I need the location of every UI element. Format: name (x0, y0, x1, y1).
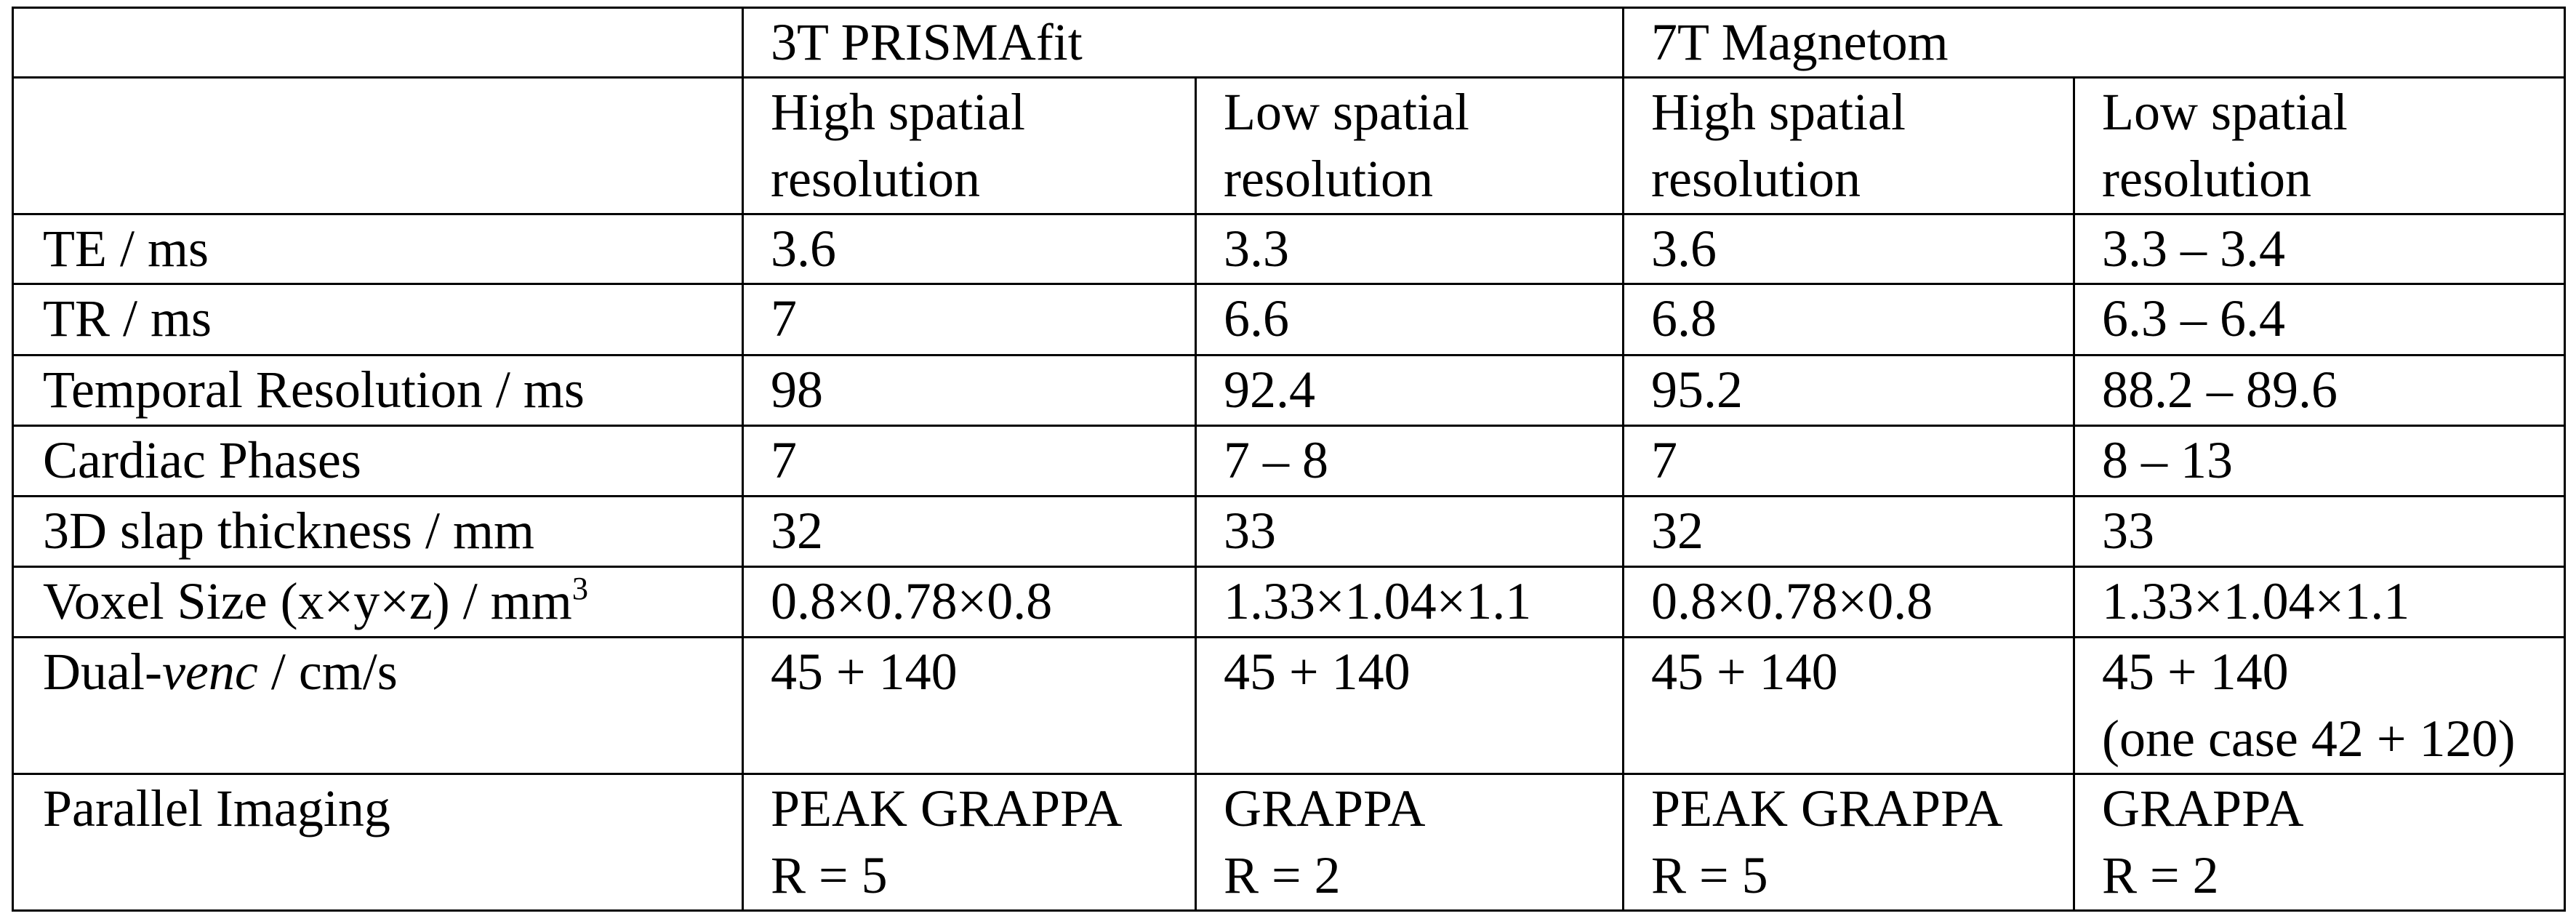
cell-line: R = 5 (771, 845, 888, 904)
parameters-table: 3T PRISMAfit 7T Magnetom High spatial re… (12, 7, 2567, 912)
cell-line: R = 2 (2102, 845, 2219, 904)
table-row: Dual-venc / cm/s 45 + 140 45 + 140 45 + … (12, 635, 2567, 775)
cell-line: GRAPPA (2102, 779, 2304, 837)
table-cell: 7 (742, 425, 1197, 497)
cell-line: (one case 42 + 120) (2102, 709, 2516, 768)
protocol-header-row: High spatial resolution Low spatial reso… (12, 76, 2567, 215)
table-cell: 98 (742, 353, 1197, 427)
row-label-text: Dual- (43, 642, 162, 701)
table-cell: 6.8 (1622, 283, 2076, 356)
table-cell: 32 (1622, 494, 2076, 569)
table-cell: GRAPPA R = 2 (2073, 772, 2567, 912)
table-cell: 3.6 (1622, 212, 2076, 286)
scanner-header-cell: 3T PRISMAfit (741, 7, 1625, 79)
table-row: Parallel Imaging PEAK GRAPPA R = 5 GRAPP… (12, 772, 2567, 912)
protocol-header-cell: High spatial resolution (742, 76, 1197, 215)
table-cell: 45 + 140 (1194, 635, 1625, 775)
table-cell: 0.8×0.78×0.8 (1622, 566, 2076, 638)
cell-line: R = 5 (1651, 845, 1768, 904)
table-cell: 45 + 140 (1622, 635, 2076, 775)
table-cell: 95.2 (1622, 353, 2076, 427)
table-row: TR / ms 7 6.6 6.8 6.3 – 6.4 (12, 283, 2567, 356)
table-row: 3D slap thickness / mm 32 33 32 33 (12, 494, 2567, 569)
table-row: Temporal Resolution / ms 98 92.4 95.2 88… (12, 353, 2567, 427)
table-cell: 8 – 13 (2073, 425, 2567, 497)
superscript: 3 (571, 570, 589, 607)
table-cell: 6.3 – 6.4 (2073, 283, 2567, 356)
table-cell: PEAK GRAPPA R = 5 (742, 772, 1197, 912)
table-cell: 33 (2073, 494, 2567, 569)
scanner-header-cell: 7T Magnetom (1622, 7, 2567, 79)
cell-line: R = 2 (1224, 845, 1341, 904)
cell-line: 45 + 140 (2102, 642, 2289, 701)
table-cell: 45 + 140 (one case 42 + 120) (2073, 635, 2567, 775)
table-cell: GRAPPA R = 2 (1194, 772, 1625, 912)
protocol-header-line: resolution (2102, 149, 2311, 208)
row-label: 3D slap thickness / mm (12, 494, 744, 569)
row-label: Cardiac Phases (12, 425, 744, 497)
table-cell: 1.33×1.04×1.1 (1194, 566, 1625, 638)
row-label: Dual-venc / cm/s (12, 635, 744, 775)
table-cell: 1.33×1.04×1.1 (2073, 566, 2567, 638)
protocol-header-line: resolution (1224, 149, 1433, 208)
row-label: TR / ms (12, 283, 744, 356)
row-label: TE / ms (12, 212, 744, 286)
table-cell: 88.2 – 89.6 (2073, 353, 2567, 427)
table-cell: 3.6 (742, 212, 1197, 286)
cell-line: PEAK GRAPPA (771, 779, 1123, 837)
protocol-header-line: resolution (771, 149, 980, 208)
row-label-text: Voxel Size (x×y×z) / mm (43, 572, 572, 631)
row-label-italic: venc (161, 642, 258, 701)
table-row: Cardiac Phases 7 7 – 8 7 8 – 13 (12, 425, 2567, 497)
table-cell: 32 (742, 494, 1197, 569)
corner-cell (12, 7, 744, 79)
scanner-header-row: 3T PRISMAfit 7T Magnetom (12, 7, 2567, 79)
table-cell: 3.3 – 3.4 (2073, 212, 2567, 286)
row-label: Parallel Imaging (12, 772, 744, 912)
table-cell: 92.4 (1194, 353, 1625, 427)
table-cell: 3.3 (1194, 212, 1625, 286)
table-row: Voxel Size (x×y×z) / mm3 0.8×0.78×0.8 1.… (12, 566, 2567, 638)
table-cell: PEAK GRAPPA R = 5 (1622, 772, 2076, 912)
table-row: TE / ms 3.6 3.3 3.6 3.3 – 3.4 (12, 212, 2567, 286)
table-cell: 6.6 (1194, 283, 1625, 356)
protocol-header-line: High spatial (1651, 82, 1906, 141)
protocol-header-line: High spatial (771, 82, 1025, 141)
protocol-header-cell: High spatial resolution (1622, 76, 2076, 215)
cell-line: GRAPPA (1224, 779, 1426, 837)
table-cell: 33 (1194, 494, 1625, 569)
row-label: Voxel Size (x×y×z) / mm3 (12, 566, 744, 638)
table-cell: 7 (742, 283, 1197, 356)
cell-line: PEAK GRAPPA (1651, 779, 2003, 837)
table-cell: 0.8×0.78×0.8 (742, 566, 1197, 638)
protocol-header-cell: Low spatial resolution (1194, 76, 1625, 215)
row-label: Temporal Resolution / ms (12, 353, 744, 427)
table-cell: 7 (1622, 425, 2076, 497)
protocol-header-line: Low spatial (1224, 82, 1469, 141)
protocol-header-cell: Low spatial resolution (2073, 76, 2567, 215)
protocol-header-line: Low spatial (2102, 82, 2348, 141)
protocol-header-line: resolution (1651, 149, 1861, 208)
table-cell: 7 – 8 (1194, 425, 1625, 497)
corner-cell (12, 76, 744, 215)
table-cell: 45 + 140 (742, 635, 1197, 775)
row-label-text: / cm/s (257, 642, 398, 701)
